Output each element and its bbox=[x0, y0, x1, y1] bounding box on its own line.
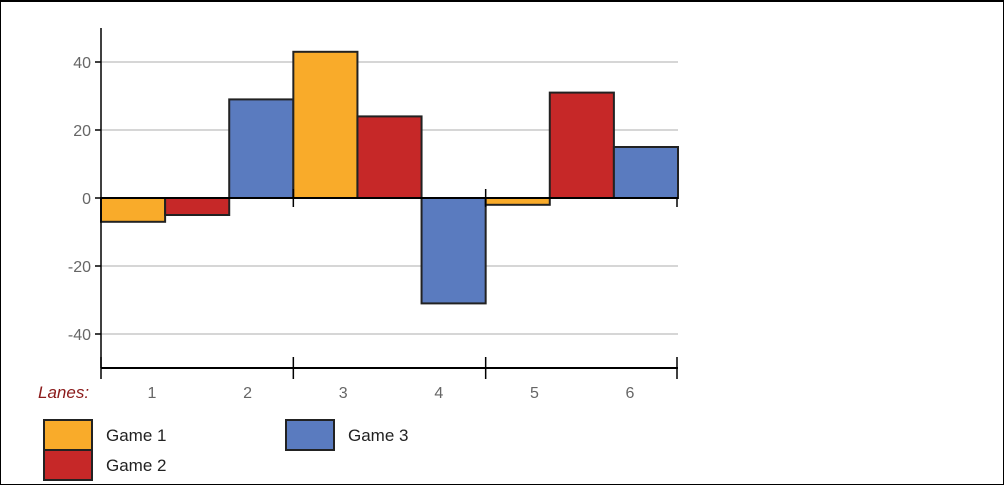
x-tick-label: 6 bbox=[626, 385, 635, 402]
bar-game-2 bbox=[164, 197, 231, 216]
bar-game-2 bbox=[548, 91, 615, 199]
legend: Game 1 Game 2 Game 3 bbox=[43, 419, 408, 481]
legend-swatch bbox=[43, 419, 93, 451]
bar-game-2 bbox=[356, 115, 423, 199]
y-tick-label: -20 bbox=[68, 259, 91, 276]
tick-labels: 40 20 0 -20 -40 Lanes: 1 2 3 4 5 6 bbox=[38, 55, 635, 402]
frame-top-border bbox=[0, 0, 1004, 2]
bars bbox=[100, 50, 680, 305]
bar-game-3 bbox=[612, 146, 680, 199]
x-tick-label: 4 bbox=[434, 385, 443, 402]
y-tick-label: 40 bbox=[73, 55, 91, 72]
legend-label: Game 2 bbox=[106, 456, 166, 475]
bar-game-3 bbox=[420, 197, 487, 305]
y-tick-label: -40 bbox=[68, 327, 91, 344]
bar-game-1 bbox=[100, 197, 167, 223]
axes bbox=[95, 28, 678, 379]
x-tick-label: 1 bbox=[148, 385, 157, 402]
bar-game-3 bbox=[228, 98, 295, 199]
x-tick-label: 2 bbox=[243, 385, 252, 402]
y-tick-label: 20 bbox=[73, 123, 91, 140]
bar-game-1 bbox=[292, 50, 359, 199]
legend-swatch bbox=[285, 419, 335, 451]
legend-label: Game 1 bbox=[106, 426, 166, 445]
bar-game-1 bbox=[484, 197, 551, 206]
x-tick-label: 3 bbox=[339, 385, 348, 402]
x-tick-label: 5 bbox=[530, 385, 539, 402]
legend-label: Game 3 bbox=[348, 426, 408, 445]
y-tick-label: 0 bbox=[82, 191, 91, 208]
legend-swatch bbox=[43, 449, 93, 481]
x-axis-prefix-label: Lanes: bbox=[38, 383, 89, 402]
